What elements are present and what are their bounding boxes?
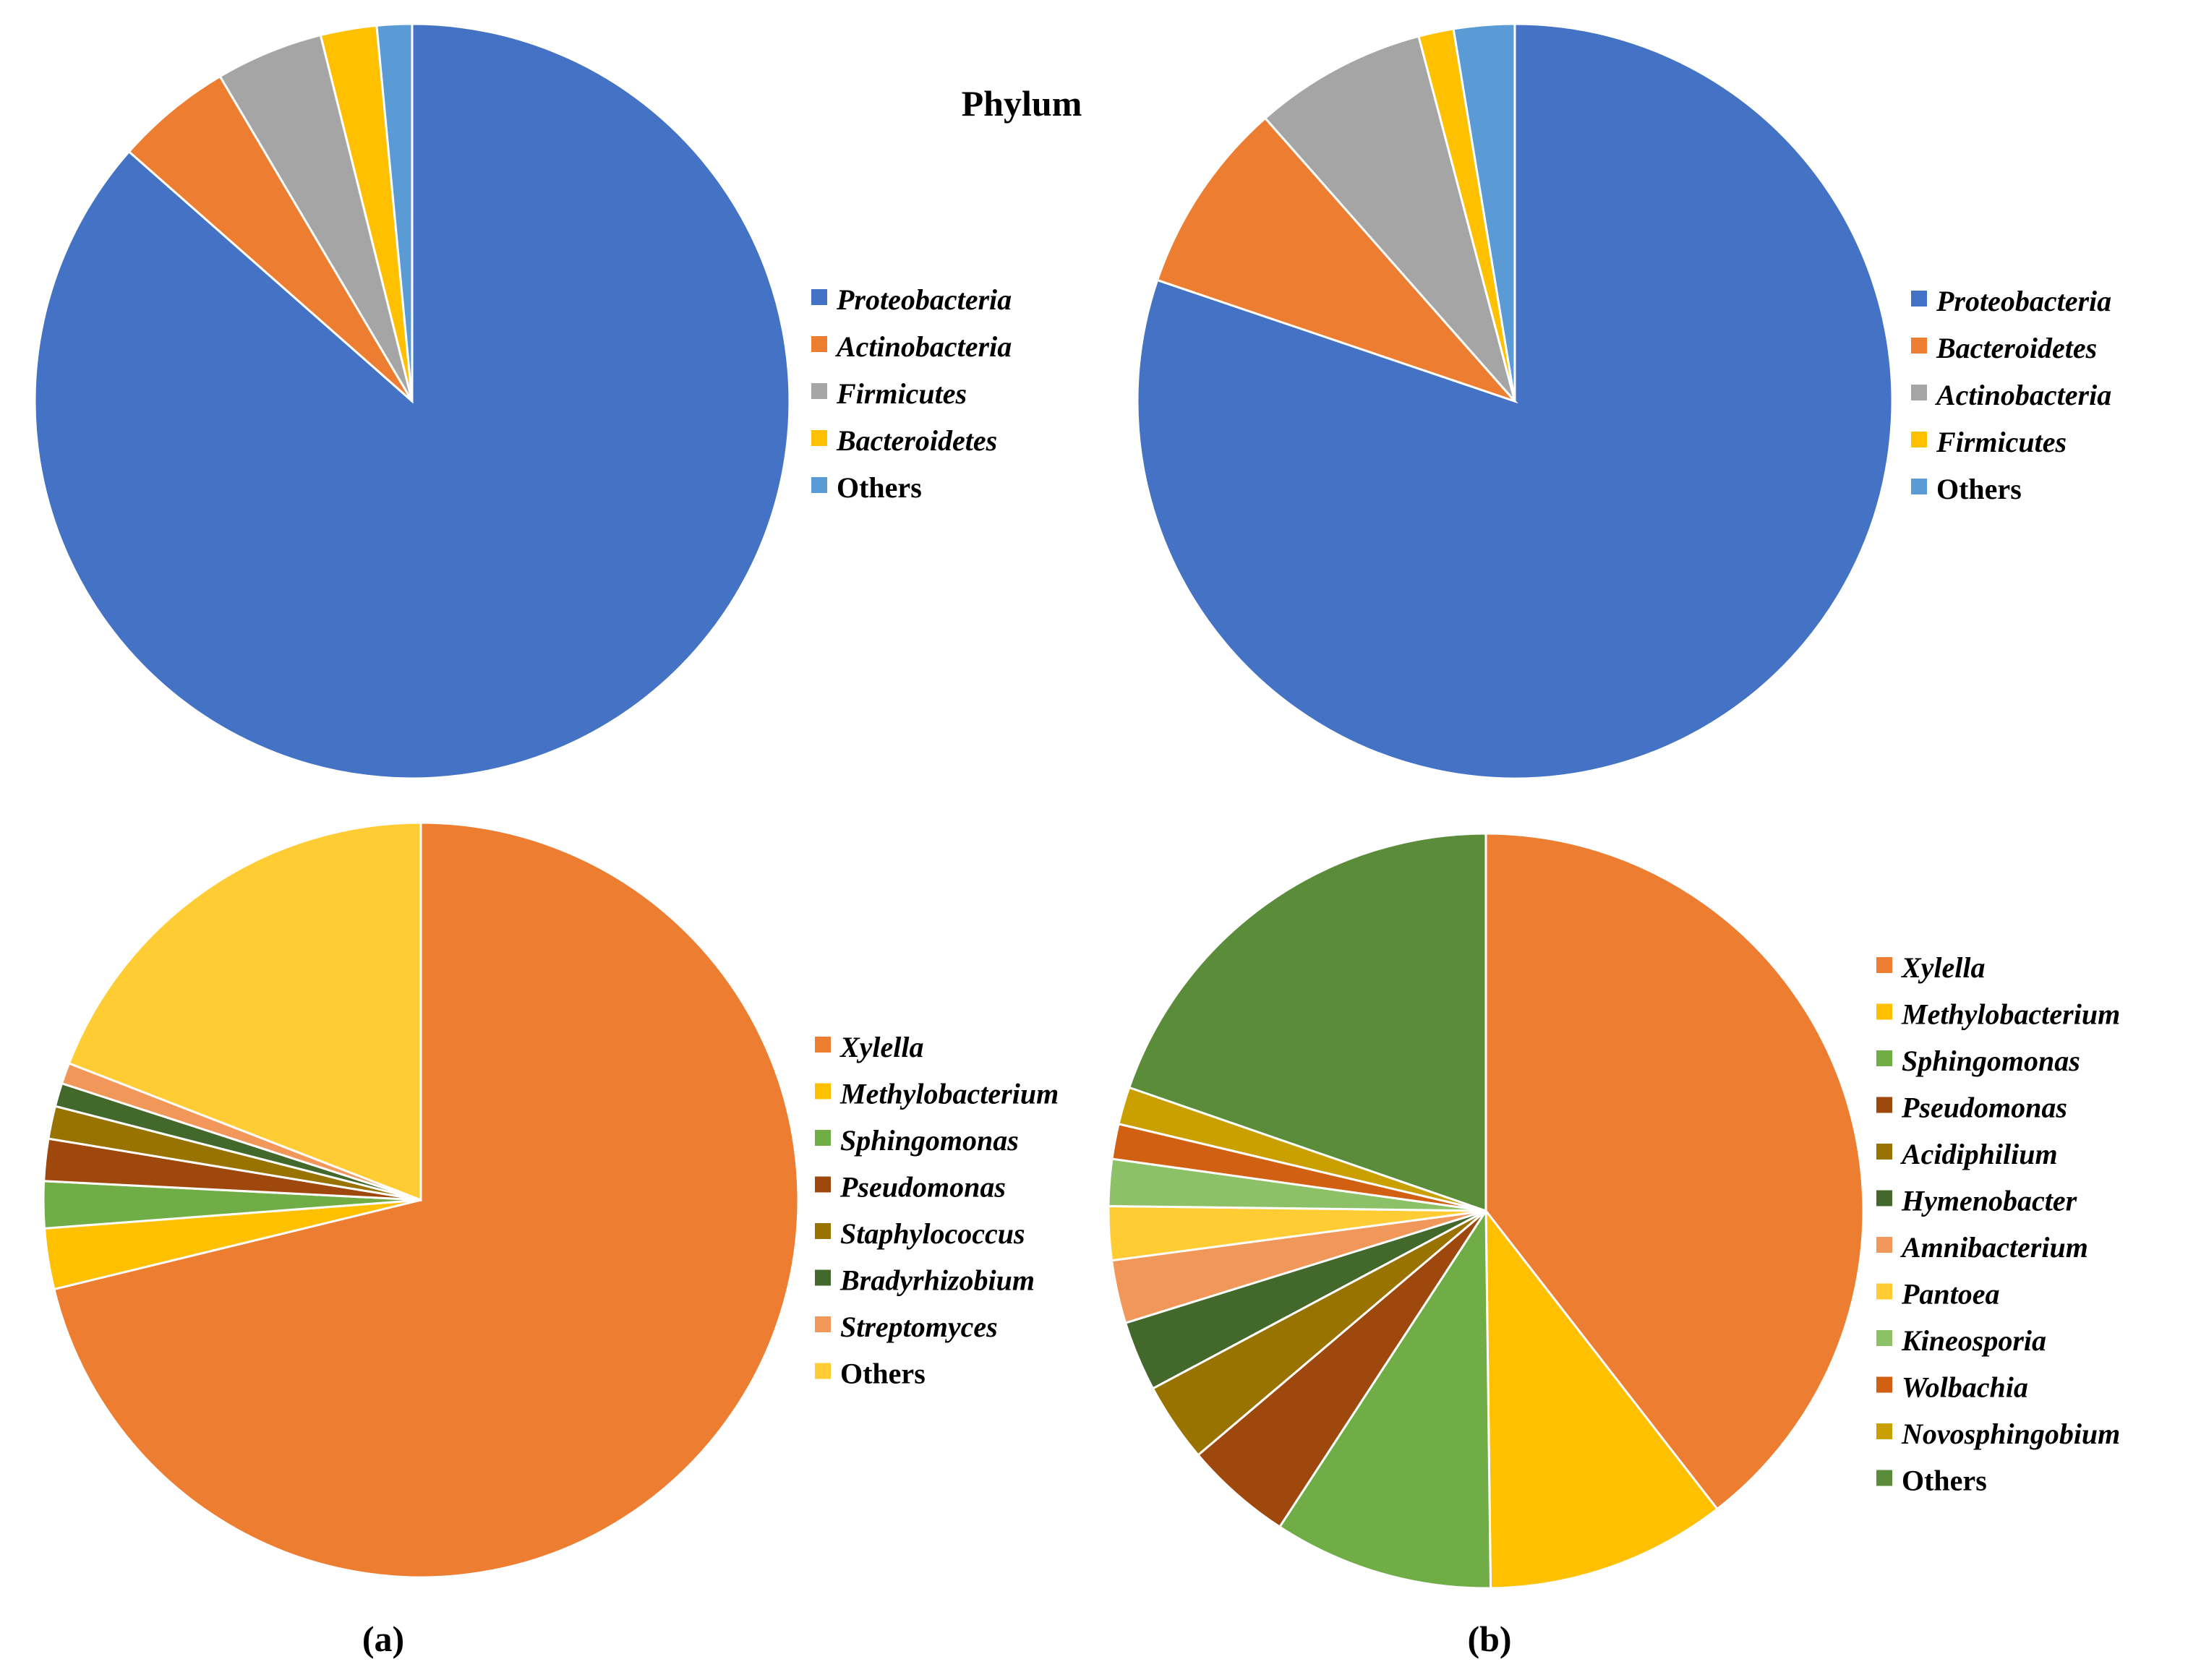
legend-label-pantoea: Pantoea: [1901, 1278, 2000, 1311]
pie-slice-others: [1127, 832, 1487, 1213]
legend-label-pseudomonas: Pseudomonas: [839, 1171, 1006, 1204]
legend-swatch-acidiphilium: [1876, 1144, 1892, 1160]
legend-swatch-proteobacteria: [811, 289, 827, 305]
pie-slice-xylella: [52, 821, 800, 1579]
legend-label-methylobacterium: Methylobacterium: [1901, 998, 2120, 1031]
legend-swatch-methylobacterium: [1876, 1003, 1892, 1020]
legend-swatch-pantoea: [1876, 1283, 1892, 1300]
pie-slice-bacteroidetes: [1155, 116, 1518, 404]
legend-swatch-actinobacteria: [811, 336, 827, 352]
pie-slice-sphingomonas: [1278, 1207, 1492, 1590]
legend-swatch-amnibacterium: [1876, 1237, 1892, 1253]
legend-swatch-xylella: [815, 1037, 831, 1053]
legend-label-firmicutes: Firmicutes: [1936, 426, 2067, 458]
legend-label-streptomyces: Streptomyces: [840, 1311, 998, 1343]
legend-label-staphylococcus: Staphylococcus: [840, 1217, 1025, 1250]
legend-label-kineosporia: Kineosporia: [1901, 1324, 2046, 1357]
legend-swatch-firmicutes: [811, 383, 827, 399]
legend-swatch-kineosporia: [1876, 1330, 1892, 1346]
legend-swatch-others: [811, 477, 827, 493]
legend-swatch-others: [1911, 479, 1927, 494]
legend-swatch-pseudomonas: [1876, 1097, 1892, 1113]
legend-label-sphingomonas: Sphingomonas: [1902, 1045, 2080, 1077]
pie-chart--a--phylum: Proteobacteria Actinobacteria Firmicutes Ba…: [33, 22, 1012, 780]
legend-label-firmicutes: Firmicutes: [836, 377, 967, 410]
legend: Xylella Methylobacterium Sphingomonas Pseud…: [1876, 951, 2120, 1497]
legend-swatch-actinobacteria: [1911, 385, 1927, 400]
pie-chart--b--phylum: Proteobacteria Bacteroidetes Actinobacteri…: [1136, 22, 2111, 780]
legend-swatch-pseudomonas: [815, 1176, 831, 1193]
legend-label-methylobacterium: Methylobacterium: [839, 1078, 1059, 1110]
figure-title: Phylum: [962, 83, 1082, 124]
legend-swatch-methylobacterium: [815, 1083, 831, 1100]
legend-swatch-others: [1876, 1470, 1892, 1486]
legend-label-bradyrhizobium: Bradyrhizobium: [839, 1264, 1035, 1297]
pie-slice-methylobacterium: [1484, 1207, 1719, 1590]
legend: Xylella Methylobacterium Sphingomonas Pseud…: [815, 1031, 1059, 1390]
legend-label-xylella: Xylella: [839, 1031, 924, 1063]
legend-label-others: Others: [1902, 1465, 1987, 1497]
legend-swatch-bacteroidetes: [811, 430, 827, 446]
legend-label-others: Others: [840, 1358, 926, 1390]
legend-swatch-sphingomonas: [1876, 1050, 1892, 1066]
legend-swatch-novosphingobium: [1876, 1423, 1892, 1439]
pie-chart--b--genus: Xylella Methylobacterium Sphingomonas Pseud…: [1107, 832, 2120, 1590]
legend-swatch-wolbachia: [1876, 1376, 1892, 1393]
legend: Proteobacteria Actinobacteria Firmicutes Ba…: [811, 283, 1012, 504]
legend-swatch-bacteroidetes: [1911, 338, 1927, 353]
pie-slice-others: [375, 22, 414, 402]
pie-slice-others: [1452, 22, 1516, 402]
legend-label-actinobacteria: Actinobacteria: [834, 330, 1012, 363]
pie-slice-actinobacteria: [1263, 35, 1516, 402]
legend-label-xylella: Xylella: [1900, 951, 1986, 984]
pie-slice-actinobacteria: [127, 74, 414, 403]
legend-label-amnibacterium: Amnibacterium: [1899, 1231, 2088, 1264]
panel-label-b: (b): [1467, 1619, 1511, 1659]
legend-swatch-staphylococcus: [815, 1223, 831, 1239]
legend-swatch-sphingomonas: [815, 1130, 831, 1146]
legend-label-pseudomonas: Pseudomonas: [1901, 1092, 2067, 1124]
legend-swatch-firmicutes: [1911, 432, 1927, 447]
legend-label-acidiphilium: Acidiphilium: [1899, 1138, 2058, 1170]
legend-swatch-proteobacteria: [1911, 291, 1927, 307]
legend-label-bacteroidetes: Bacteroidetes: [836, 424, 997, 457]
panel-label-a: (a): [362, 1619, 404, 1659]
legend-swatch-others: [815, 1363, 831, 1379]
pie-slice-xylella: [1484, 832, 1865, 1511]
legend-label-wolbachia: Wolbachia: [1902, 1371, 2028, 1404]
legend-label-novosphingobium: Novosphingobium: [1901, 1418, 2120, 1450]
legend-swatch-hymenobacter: [1876, 1190, 1892, 1207]
legend-swatch-bradyrhizobium: [815, 1269, 831, 1286]
legend-swatch-streptomyces: [815, 1316, 831, 1332]
legend: Proteobacteria Bacteroidetes Actinobacteri…: [1911, 285, 2111, 505]
pie-slice-proteobacteria: [1136, 22, 1894, 780]
legend-label-hymenobacter: Hymenobacter: [1901, 1185, 2077, 1217]
charts-group: Proteobacteria Actinobacteria Firmicutes Ba…: [33, 22, 2120, 1590]
legend-label-others: Others: [837, 471, 922, 504]
pie-chart--a--genus: Xylella Methylobacterium Sphingomonas Pseud…: [42, 821, 1059, 1579]
legend-swatch-xylella: [1876, 957, 1892, 973]
legend-label-bacteroidetes: Bacteroidetes: [1936, 332, 2097, 364]
pie-slice-others: [67, 821, 422, 1202]
legend-label-actinobacteria: Actinobacteria: [1934, 379, 2111, 411]
legend-label-proteobacteria: Proteobacteria: [1936, 285, 2111, 317]
legend-label-others: Others: [1936, 473, 2022, 505]
legend-label-proteobacteria: Proteobacteria: [836, 283, 1012, 316]
legend-label-sphingomonas: Sphingomonas: [840, 1124, 1019, 1157]
